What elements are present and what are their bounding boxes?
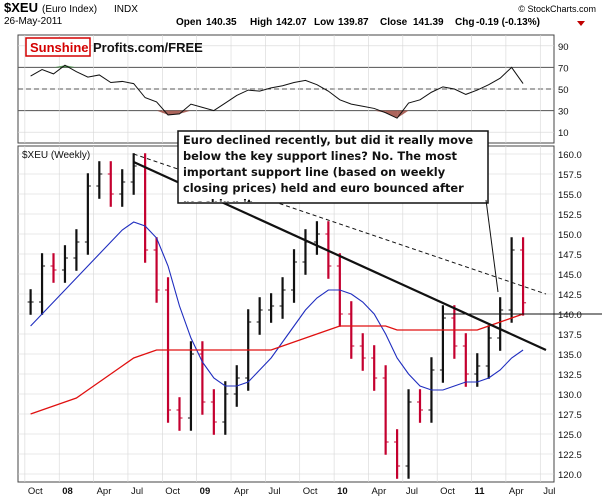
x-tick-label: Jul xyxy=(268,486,280,497)
high-value: 142.07 xyxy=(276,17,307,28)
rsi-oversold-fill xyxy=(374,110,386,113)
price-panel-title: $XEU (Weekly) xyxy=(22,150,90,161)
price-tick-labels: 120.0 122.5 125.0 127.5 130.0 132.5 135.0 137.5… xyxy=(558,150,582,481)
open-value: 140.35 xyxy=(206,17,237,28)
price-tick-label: 142.5 xyxy=(558,290,582,301)
x-tick-label: Oct xyxy=(303,486,318,497)
rsi-tick-label: 30 xyxy=(558,107,569,118)
logo-part1: Sunshine xyxy=(30,40,89,55)
price-tick-label: 125.0 xyxy=(558,430,582,441)
price-tick-label: 127.5 xyxy=(558,410,582,421)
annotation-callout: Euro declined recently, but did it reall… xyxy=(177,130,499,293)
x-tick-label: Apr xyxy=(234,486,249,497)
price-tick-label: 130.0 xyxy=(558,390,582,401)
x-tick-label: Jul xyxy=(131,486,143,497)
price-tick-label: 137.5 xyxy=(558,330,582,341)
x-tick-label: 08 xyxy=(62,486,73,497)
price-tick-label: 135.0 xyxy=(558,350,582,361)
rsi-tick-label: 70 xyxy=(558,63,569,74)
price-tick-label: 145.0 xyxy=(558,270,582,281)
price-tick-label: 132.5 xyxy=(558,370,582,381)
symbol: $XEU xyxy=(4,0,38,15)
annotation-text: Euro declined recently, but did it reall… xyxy=(183,133,474,202)
rsi-tick-label: 50 xyxy=(558,85,569,96)
rsi-tick-labels: 10 30 50 70 90 xyxy=(558,42,569,139)
short-ma-line xyxy=(30,221,524,391)
rsi-tick-label: 90 xyxy=(558,42,569,53)
price-tick-label: 140.0 xyxy=(558,310,582,321)
sunshine-logo: Sunshine Profits.com/FREE xyxy=(25,37,203,57)
index-name: (Euro Index) xyxy=(42,4,97,15)
x-tick-label: Oct xyxy=(28,486,43,497)
close-label: Close xyxy=(380,17,408,28)
chg-label: Chg xyxy=(455,17,474,28)
rsi-series xyxy=(30,64,524,119)
high-label: High xyxy=(250,17,272,28)
price-tick-label: 160.0 xyxy=(558,150,582,161)
open-label: Open xyxy=(176,17,202,28)
x-tick-label: 10 xyxy=(337,486,348,497)
price-series xyxy=(27,153,527,479)
rsi-line xyxy=(30,64,524,119)
x-tick-label: Apr xyxy=(509,486,524,497)
close-value: 141.39 xyxy=(413,17,444,28)
price-tick-label: 120.0 xyxy=(558,470,582,481)
x-tick-label: Jul xyxy=(543,486,555,497)
x-tick-label: Apr xyxy=(371,486,386,497)
watermark: © StockCharts.com xyxy=(518,4,596,14)
price-tick-label: 150.0 xyxy=(558,230,582,241)
low-value: 139.87 xyxy=(338,17,369,28)
down-arrow-icon xyxy=(577,21,585,26)
rsi-tick-label: 10 xyxy=(558,128,569,139)
price-tick-label: 157.5 xyxy=(558,170,582,181)
rsi-panel: 10 30 50 70 90 Sunshine Profits.com/FREE xyxy=(17,34,569,144)
logo-part2: Profits.com/FREE xyxy=(93,40,203,55)
rsi-oversold-fill xyxy=(397,110,409,119)
x-tick-label: Jul xyxy=(406,486,418,497)
low-label: Low xyxy=(314,17,334,28)
x-tick-label: Oct xyxy=(165,486,180,497)
price-tick-label: 147.5 xyxy=(558,250,582,261)
chg-value: -0.19 (-0.13%) xyxy=(476,17,540,28)
x-tick-label: 11 xyxy=(475,486,486,497)
price-tick-label: 122.5 xyxy=(558,450,582,461)
price-tick-label: 152.5 xyxy=(558,210,582,221)
annotation-text-holder: Euro declined recently, but did it reall… xyxy=(183,133,474,202)
exchange: INDX xyxy=(114,4,138,15)
price-tick-label: 155.0 xyxy=(558,190,582,201)
chart-date: 26-May-2011 xyxy=(4,16,63,27)
annotation-box xyxy=(177,130,489,204)
x-tick-label: 09 xyxy=(200,486,211,497)
long-ma-line xyxy=(30,313,524,415)
x-tick-label: Apr xyxy=(97,486,112,497)
annotation-pointer xyxy=(485,199,499,293)
x-tick-labels: Oct 08 Apr Jul Oct 09 Apr Jul Oct 10 Apr Jul Oct 11 Ap… xyxy=(28,486,556,497)
x-tick-label: Oct xyxy=(440,486,455,497)
logo-box xyxy=(25,37,91,57)
